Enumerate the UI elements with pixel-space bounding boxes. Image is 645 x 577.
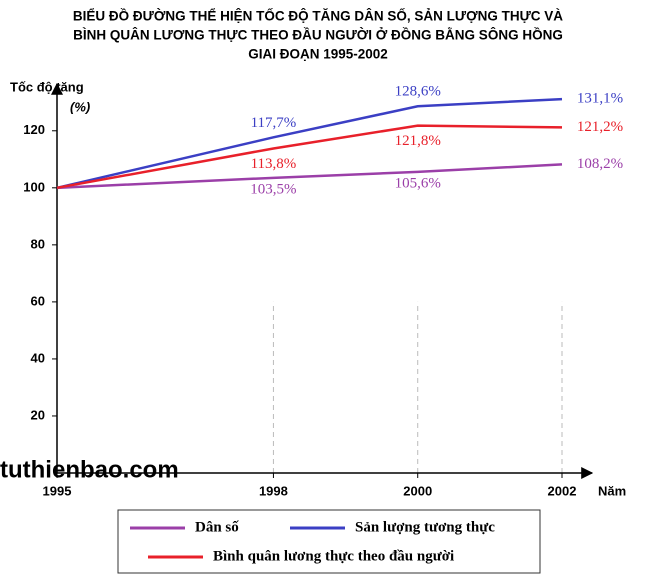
x-tick-label: 1995 [43,483,72,498]
y-axis-label: (%) [70,99,90,114]
series-line [56,163,563,190]
chart-title: BIỂU ĐỒ ĐƯỜNG THỂ HIỆN TỐC ĐỘ TĂNG DÂN S… [73,9,563,24]
y-tick-label: 20 [31,407,45,422]
legend-label: Bình quân lương thực theo đầu người [213,548,454,564]
value-label: 108,2% [577,156,623,172]
y-tick-label: 60 [31,293,45,308]
series-line [56,97,563,190]
value-label: 113,8% [251,156,297,172]
legend-label: Dân số [195,519,239,535]
value-label: 105,6% [395,175,441,191]
series-line [56,124,563,190]
watermark: tuthienbao.com [0,456,179,483]
x-tick-label: 2000 [403,483,432,498]
value-label: 131,1% [577,91,623,107]
value-label: 121,2% [577,119,623,135]
value-label: 117,7% [251,115,297,131]
chart-title: GIAI ĐOẠN 1995-2002 [248,47,388,62]
y-tick-label: 100 [23,179,45,194]
y-tick-label: 120 [23,122,45,137]
y-tick-label: 40 [31,350,45,365]
legend-label: Sản lượng tương thực [355,519,495,535]
y-tick-label: 80 [31,236,45,251]
legend-box [117,509,541,574]
value-label: 128,6% [395,84,441,100]
x-tick-label: 2002 [548,483,577,498]
value-label: 103,5% [250,181,296,197]
x-axis-label: Năm [598,483,626,498]
x-tick-label: 1998 [259,483,288,498]
chart-title: BÌNH QUÂN LƯƠNG THỰC THEO ĐẦU NGƯỜI Ở ĐỒ… [73,28,563,43]
y-axis-label: Tốc độ tăng [10,79,84,94]
value-label: 121,8% [395,133,441,149]
